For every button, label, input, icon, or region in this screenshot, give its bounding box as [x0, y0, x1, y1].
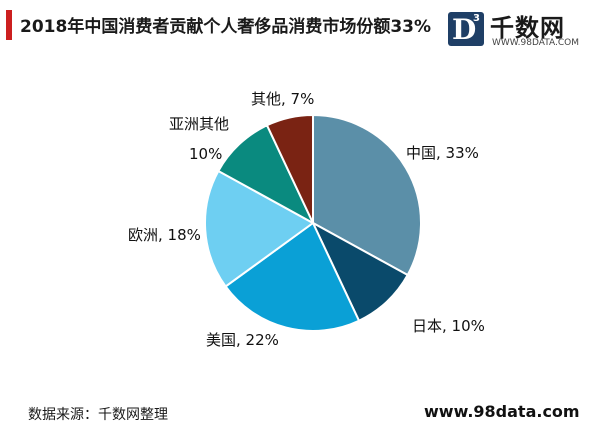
logo-badge-icon: D 3	[448, 12, 484, 46]
pie-slice-3	[224, 221, 361, 332]
logo-url: WWW.98DATA.COM	[492, 38, 579, 48]
slice-label-1: 中国, 33%	[406, 144, 479, 162]
pie-chart-svg: 中国, 33% 日本, 10% 美国, 22% 欧洲, 18% 亚洲其他 10% 其他, 7…	[128, 90, 485, 349]
slice-label-6: 其他, 7%	[251, 90, 314, 108]
slice-label-3: 美国, 22%	[206, 331, 279, 349]
slice-label-5: 亚洲其他 10%	[169, 115, 229, 163]
title-accent-bar	[6, 10, 12, 40]
logo-name: 千数网	[490, 14, 565, 42]
pie-slice-4	[204, 169, 315, 288]
page-title: 2018年中国消费者贡献个人奢侈品消费市场份额33%	[20, 17, 432, 37]
slice-label-4: 欧洲, 18%	[128, 226, 201, 244]
pie-slice-1	[312, 113, 422, 277]
pie-slice-6	[265, 113, 314, 224]
data-source-note: 数据来源：千数网整理	[28, 407, 168, 423]
pie-chart: 中国, 33% 日本, 10% 美国, 22% 欧洲, 18% 亚洲其他 10% 其他, 7…	[0, 54, 600, 390]
logo-mark: D	[452, 13, 477, 46]
brand-logo: D 3 千数网 WWW.98DATA.COM	[448, 8, 594, 52]
slice-label-2: 日本, 10%	[412, 317, 485, 335]
logo-superscript: 3	[473, 13, 480, 24]
site-url: www.98data.com	[424, 402, 580, 421]
